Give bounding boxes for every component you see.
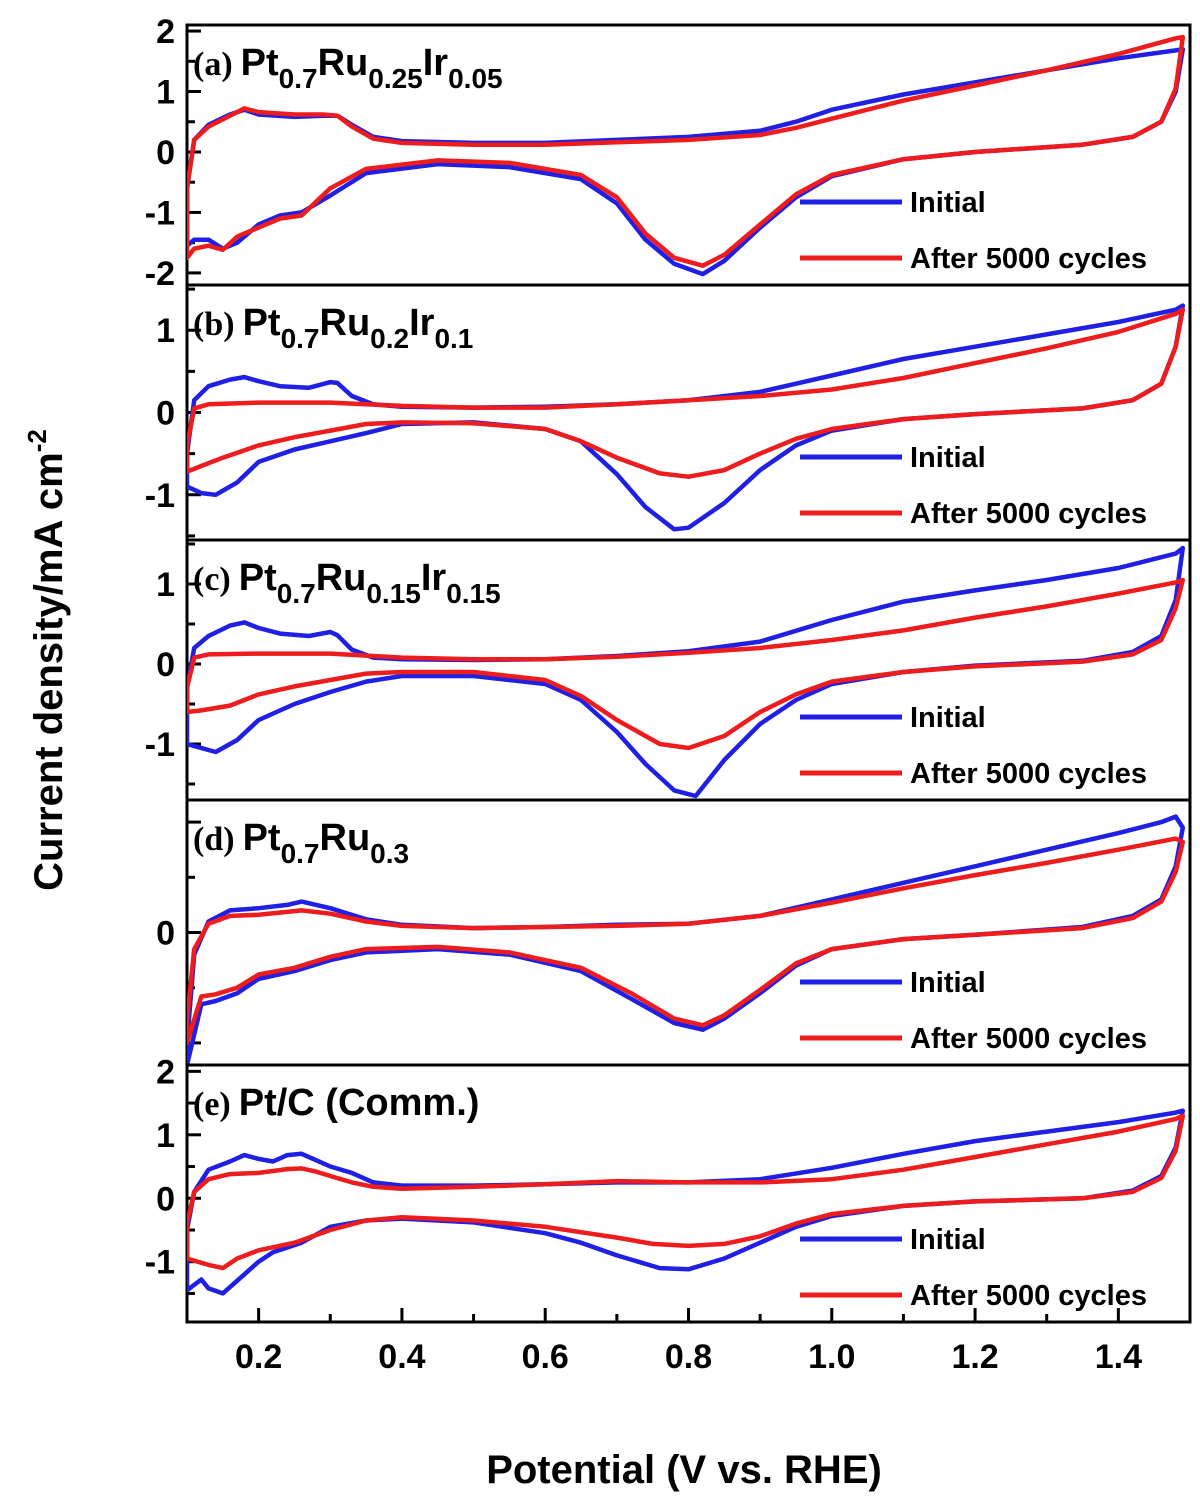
formula-subscript: 0.7	[281, 323, 320, 354]
formula-text: Pt	[243, 817, 281, 859]
x-tick-label: 0.2	[235, 1338, 282, 1376]
legend-label: Initial	[910, 702, 986, 734]
panel-tag: (e)	[193, 1086, 231, 1123]
y-tick-label: -1	[145, 477, 175, 515]
x-tick-label: 0.8	[665, 1338, 712, 1376]
panel-b: 1 0 -1 (b) Pt0.7Ru0.2Ir0.1 Initial After 5000 …	[145, 283, 1192, 542]
y-tick-label: 2	[156, 13, 175, 51]
x-tick-label: 1.4	[1095, 1338, 1142, 1376]
y-tick-label: 1	[156, 74, 175, 112]
y-tick-label: 0	[156, 134, 175, 172]
legend-label: After 5000 cycles	[910, 498, 1147, 530]
panel-label: (b) Pt0.7Ru0.2Ir0.1	[193, 302, 473, 354]
formula-subscript: 0.15	[446, 578, 501, 609]
formula-text: Ir	[409, 302, 435, 344]
x-tick-label: 1.2	[951, 1338, 998, 1376]
panel-label: (d) Pt0.7Ru0.3	[193, 817, 409, 869]
formula-subscript: 0.3	[370, 838, 409, 869]
y-tick-label: 2	[156, 1053, 175, 1091]
curve-after-cycles	[187, 836, 1186, 1046]
panel-d: 0 (d) Pt0.7Ru0.3 Initial After 5000 cycles	[156, 798, 1192, 1067]
x-tick-label: 0.6	[522, 1338, 569, 1376]
panel-e: 2 1 0 -1 (e) Pt/C (Comm.) Initial After 5000 cy…	[145, 1053, 1192, 1324]
formula-subscript: 0.2	[370, 323, 409, 354]
formula-subscript: 0.15	[366, 578, 421, 609]
formula-subscript: 0.7	[279, 63, 318, 94]
curve-initial	[187, 545, 1186, 799]
legend-label: Initial	[910, 187, 986, 219]
panel-tag: (c)	[193, 561, 231, 598]
curve-after-cycles	[187, 307, 1186, 479]
x-tick-label: 0.4	[378, 1338, 425, 1376]
formula-text: Pt	[243, 302, 281, 344]
legend-label: After 5000 cycles	[910, 1023, 1147, 1055]
curves	[187, 1108, 1186, 1296]
formula-text: Pt	[241, 42, 279, 84]
legend-label: Initial	[910, 1224, 986, 1256]
formula-subscript: 0.05	[448, 63, 503, 94]
formula-subscript: 0.7	[281, 838, 320, 869]
curve-after-cycles	[187, 577, 1186, 751]
y-axis-label-text: Current density/mA cm	[27, 452, 71, 891]
formula-subscript: 0.7	[277, 578, 316, 609]
curves	[187, 545, 1186, 799]
formula-text: Ru	[320, 817, 371, 859]
panel-a: 2 1 0 -1 -2 (a) Pt0.7Ru0.25Ir0.05 Initial After …	[145, 13, 1192, 293]
panel-label: (c) Pt0.7Ru0.15Ir0.15	[193, 557, 501, 609]
y-tick-label: 0	[156, 646, 175, 684]
curves	[187, 814, 1186, 1065]
formula-text: Pt	[239, 557, 277, 599]
formula-text: Ru	[320, 302, 371, 344]
legend-label: Initial	[910, 442, 986, 474]
formula-subscript: 0.25	[368, 63, 423, 94]
y-tick-label: 1	[156, 1117, 175, 1155]
curve-after-cycles	[187, 34, 1186, 268]
formula-text: Ru	[318, 42, 369, 84]
y-tick-label: 1	[156, 312, 175, 350]
legend-label: After 5000 cycles	[910, 758, 1147, 790]
formula-text: Ir	[421, 557, 447, 599]
x-tick-label: 1.0	[808, 1338, 855, 1376]
legend-label: After 5000 cycles	[910, 1280, 1147, 1312]
legend-label: Initial	[910, 967, 986, 999]
y-tick-label: 0	[156, 1180, 175, 1218]
panel-tag: (b)	[193, 306, 235, 343]
panel-tag: (d)	[193, 821, 235, 858]
formula-text: Ru	[316, 557, 367, 599]
x-axis-label: Potential (V vs. RHE)	[486, 1448, 882, 1492]
y-tick-label: -1	[145, 726, 175, 764]
curves	[187, 34, 1186, 277]
curve-initial	[187, 1108, 1186, 1296]
curve-after-cycles	[187, 1113, 1186, 1271]
y-tick-label: 0	[156, 395, 175, 433]
panel-label: (a) Pt0.7Ru0.25Ir0.05	[193, 42, 503, 94]
y-tick-label: 0	[156, 915, 175, 953]
formula-text: Ir	[423, 42, 449, 84]
y-tick-label: -2	[145, 255, 175, 293]
y-tick-label: 1	[156, 566, 175, 604]
y-axis-label: Current density/mA cm-2	[22, 429, 71, 891]
y-tick-label: -1	[145, 1244, 175, 1282]
panel-tag: (a)	[193, 46, 233, 83]
curves	[187, 303, 1186, 532]
panel-label: (e) Pt/C (Comm.)	[193, 1082, 479, 1124]
legend-label: After 5000 cycles	[910, 243, 1147, 275]
y-tick-label: -1	[145, 194, 175, 232]
formula-subscript: 0.1	[434, 323, 473, 354]
formula-text: Pt/C (Comm.)	[239, 1082, 480, 1124]
y-axis-label-superscript: -2	[22, 429, 52, 452]
